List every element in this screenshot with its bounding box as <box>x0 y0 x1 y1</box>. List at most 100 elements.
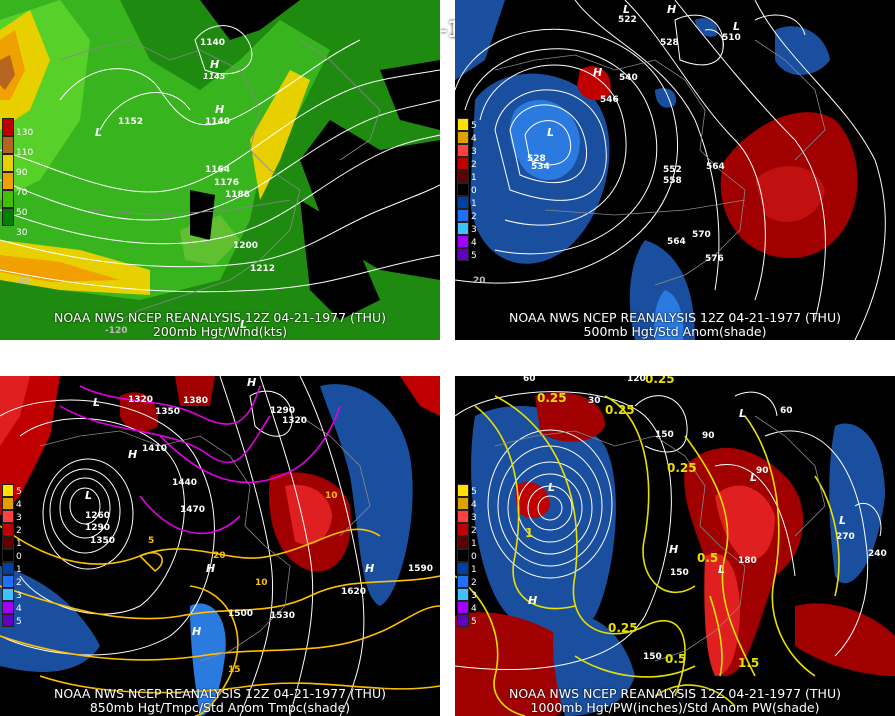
contour-label: -120 <box>105 326 128 336</box>
contour-label: 1320 <box>282 416 308 426</box>
contour-label: 552 <box>663 165 682 175</box>
scale-label: 5 <box>471 251 477 261</box>
contour-label: 270 <box>836 532 855 542</box>
scale-label: 1 <box>471 173 477 183</box>
contour-label: 1176 <box>214 178 240 188</box>
panel-subcaption: 1000mb Hgt/PW(inches)/Std Anom PW(shade) <box>530 700 820 715</box>
contour-label: 540 <box>619 73 638 83</box>
contour-label: 576 <box>705 254 724 264</box>
scale-label: 3 <box>471 591 477 601</box>
panel-caption: NOAA NWS NCEP REANALYSIS 12Z 04-21-1977 … <box>508 310 841 325</box>
contour-label: 10 <box>325 491 338 501</box>
map-200mb <box>0 0 440 340</box>
scale-label: 1 <box>471 199 477 209</box>
panel-850mb-hgt-tmpc: 5 4 3 2 1 0 1 2 3 4 5 1320 1350 1380 129… <box>0 376 440 716</box>
contour-label: 534 <box>531 162 550 172</box>
contour-label: 10 <box>255 578 268 588</box>
low-marker: L <box>750 471 758 484</box>
high-marker: H <box>667 3 677 16</box>
high-marker: H <box>206 562 216 575</box>
scale-label: 5 <box>471 617 477 627</box>
low-marker: L <box>623 3 631 16</box>
contour-label: 1590 <box>408 564 434 574</box>
scale-label: 2 <box>16 578 22 588</box>
contour-label: 1290 <box>270 406 296 416</box>
contour-label: 1290 <box>85 523 111 533</box>
scale-label: 3 <box>16 513 22 523</box>
scale-label: 2 <box>471 212 477 222</box>
contour-label: 1500 <box>228 609 254 619</box>
contour-label: 1188 <box>225 190 251 200</box>
contour-label: 20 <box>18 276 31 286</box>
low-marker: L <box>548 481 556 494</box>
contour-label: 180 <box>738 556 757 566</box>
scale-label: 5 <box>16 617 22 627</box>
scale-label: 130 <box>16 128 34 138</box>
high-marker: H <box>128 448 138 461</box>
contour-label: 1320 <box>128 395 154 405</box>
contour-label: 0.25 <box>645 376 675 386</box>
contour-label: 1620 <box>341 587 367 597</box>
contour-label: 90 <box>702 431 715 441</box>
low-marker: L <box>93 396 101 409</box>
panel-subcaption: 500mb Hgt/Std Anom(shade) <box>583 324 767 339</box>
scale-label: 2 <box>471 526 477 536</box>
scale-label: 2 <box>16 526 22 536</box>
colorbar-std-anom: 5 4 3 2 1 0 1 2 3 4 5 <box>457 484 477 627</box>
scale-label: 5 <box>471 121 477 131</box>
high-marker: H <box>669 543 679 556</box>
scale-label: 4 <box>471 134 477 144</box>
contour-label: 5 <box>148 536 155 546</box>
scale-label: 70 <box>16 188 28 198</box>
contour-label: 1200 <box>233 241 259 251</box>
contour-label: 150 <box>643 652 662 662</box>
scale-label: 0 <box>471 552 477 562</box>
scale-label: 3 <box>471 513 477 523</box>
scale-label: 0 <box>471 186 477 196</box>
map-1000mb <box>455 376 895 716</box>
low-marker: L <box>739 407 747 420</box>
contour-label: 522 <box>618 15 637 25</box>
panel-caption: NOAA NWS NCEP REANALYSIS 12Z 04-21-1977 … <box>53 686 386 701</box>
contour-label: 15 <box>228 665 241 675</box>
contour-label: 150 <box>655 430 674 440</box>
contour-label: 1530 <box>270 611 296 621</box>
contour-label: 0.25 <box>537 391 567 405</box>
contour-label: 120 <box>627 376 646 384</box>
scale-label: 3 <box>471 225 477 235</box>
panel-1000mb-hgt-pw: 5 4 3 2 1 0 1 2 3 4 5 120 0.25 3 0 0.25 6… <box>455 376 895 716</box>
contour-label: 1164 <box>205 165 231 175</box>
contour-label: 546 <box>600 95 619 105</box>
scale-label: 4 <box>16 500 22 510</box>
contour-label: 1350 <box>90 536 116 546</box>
contour-label: 564 <box>706 162 725 172</box>
contour-label: 20 <box>213 551 226 561</box>
high-marker: H <box>528 594 538 607</box>
contour-label: 510 <box>722 33 741 43</box>
contour-label: 1140 <box>200 38 226 48</box>
contour-label: 0.25 <box>667 461 697 475</box>
panel-500mb-hgt-anom: 5 4 3 2 1 0 1 2 3 4 5 522 510 528 540 54… <box>455 0 895 340</box>
contour-label: 60 <box>780 406 793 416</box>
high-marker: H <box>247 376 257 389</box>
contour-label: 570 <box>692 230 711 240</box>
scale-label: 4 <box>471 238 477 248</box>
contour-label: 150 <box>670 568 689 578</box>
contour-label: 1140 <box>205 117 231 127</box>
low-marker: L <box>733 20 741 33</box>
scale-label: 4 <box>471 500 477 510</box>
contour-label: 528 <box>527 154 546 164</box>
scale-label: 5 <box>471 487 477 497</box>
contour-label: 0.5 <box>665 652 687 666</box>
scale-label: 4 <box>16 604 22 614</box>
colorbar-std-anom: 5 4 3 2 1 0 1 2 3 4 5 <box>2 484 22 627</box>
contour-label: 20 <box>473 276 486 286</box>
high-marker: H <box>210 58 220 71</box>
contour-label: 1380 <box>183 396 209 406</box>
high-marker: H <box>192 625 202 638</box>
contour-label: 1 <box>525 526 534 540</box>
scale-label: 2 <box>471 160 477 170</box>
scale-label: 2 <box>471 578 477 588</box>
scale-label: 30 <box>16 228 28 238</box>
contour-label: 60 <box>523 376 536 384</box>
